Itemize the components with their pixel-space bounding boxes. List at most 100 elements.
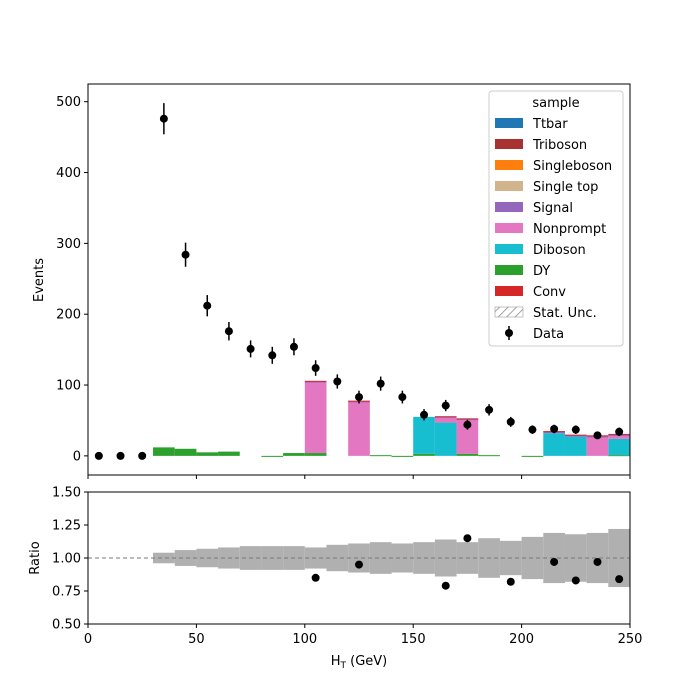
stack-bar-dy-bin-10	[304, 453, 327, 456]
ratio-uncertainty-band-bin-9	[348, 543, 370, 573]
data-point-10	[311, 364, 320, 373]
main-panel-frame	[87, 83, 631, 476]
stack-bar-diboson-bin-22	[564, 436, 587, 456]
data-point-2	[138, 451, 147, 460]
legend-label-triboson: Triboson	[532, 138, 587, 153]
ratio-y-tick-label-1: 0.75	[52, 585, 81, 600]
ratio-point-0	[311, 573, 320, 582]
stack-bar-dy-bin-14	[391, 455, 414, 457]
legend-swatch-conv	[495, 286, 523, 296]
ratio-y-tick-label-0: 0.50	[52, 618, 81, 633]
legend-title: sample	[532, 96, 579, 111]
legend-label-signal: Signal	[533, 201, 573, 216]
main-y-axis-label: Events	[32, 258, 47, 302]
stack-bar-nonprompt-bin-12	[348, 402, 370, 456]
stack-bar-dy-bin-17	[456, 453, 479, 456]
data-point-7	[246, 344, 255, 353]
data-point-19	[506, 417, 515, 426]
data-point-17	[463, 420, 472, 429]
legend-swatch-single-top	[495, 181, 523, 191]
main-panel-axes: 0 100 200 300 400 500	[56, 95, 631, 479]
main-y-tick-label-4: 400	[56, 166, 81, 181]
main-y-tick-label-5: 500	[56, 95, 81, 110]
legend-label-nonprompt: Nonprompt	[533, 222, 606, 237]
ratio-panel-plot-area	[88, 528, 630, 590]
stack-bar-nonprompt-bin-17	[456, 419, 479, 454]
legend-label-dy: DY	[533, 264, 550, 279]
ratio-point-3	[463, 534, 472, 543]
stack-bar-nonprompt-bin-16	[434, 417, 457, 423]
legend-swatch-dy	[495, 265, 523, 275]
stack-bar-conv-bin-16	[434, 416, 457, 418]
ratio-uncertainty-band-bin-8	[326, 544, 349, 572]
ratio-point-1	[355, 560, 363, 569]
ratio-point-4	[506, 577, 515, 586]
stack-bar-dy-bin-5	[196, 452, 219, 456]
ratio-uncertainty-band-bin-10	[369, 542, 392, 574]
x-tick-label-1: 50	[188, 632, 205, 647]
legend-swatch-data	[505, 329, 513, 337]
x-tick-label-3: 150	[401, 632, 426, 647]
data-point-24	[615, 427, 624, 436]
ratio-uncertainty-band-bin-0	[153, 552, 175, 564]
legend-label-stat-unc: Stat. Unc.	[533, 306, 597, 321]
data-point-5	[203, 301, 212, 310]
legend-swatch-nonprompt	[495, 223, 523, 233]
stack-bar-diboson-bin-24	[608, 438, 630, 456]
ratio-uncertainty-band-bin-19	[564, 534, 587, 582]
ratio-point-2	[441, 581, 450, 590]
stack-bar-conv-bin-17	[456, 418, 479, 420]
data-point-1	[116, 451, 125, 460]
stack-bar-conv-bin-22	[564, 434, 587, 436]
ratio-y-tick-label-3: 1.25	[52, 519, 81, 534]
main-y-tick-label-0: 0	[73, 449, 81, 464]
stack-bar-nonprompt-bin-10	[304, 382, 327, 454]
stack-bar-dy-bin-13	[369, 455, 392, 457]
stack-bar-diboson-bin-16	[434, 422, 457, 456]
ratio-y-tick-label-4: 1.50	[52, 486, 81, 501]
data-point-0	[94, 451, 103, 460]
x-tick-label-2: 100	[292, 632, 317, 647]
legend-label-diboson: Diboson	[533, 243, 586, 258]
stack-bar-dy-bin-8	[261, 455, 284, 457]
ratio-point-5	[550, 557, 559, 566]
ratio-y-tick-label-2: 1.00	[52, 552, 81, 567]
legend-swatch-triboson	[495, 139, 523, 149]
ratio-panel-axes: 0.50 0.75 1.00 1.25 1.50 0 50 100 150 200 250	[52, 486, 642, 648]
main-y-tick-label-1: 100	[56, 379, 81, 394]
main-panel-plot-area	[94, 103, 630, 460]
stack-bar-dy-bin-18	[478, 455, 500, 457]
data-point-12	[355, 393, 363, 402]
data-point-6	[224, 327, 233, 336]
legend-swatch-singleboson	[495, 160, 523, 170]
stack-bar-conv-bin-10	[304, 380, 327, 382]
data-point-14	[398, 393, 407, 402]
ratio-uncertainty-band-bin-11	[391, 543, 414, 573]
stack-bar-dy-bin-6	[218, 451, 240, 456]
data-point-15	[420, 410, 429, 419]
stack-bar-nonprompt-bin-24	[608, 436, 630, 439]
legend-label-single-top: Single top	[533, 180, 598, 195]
legend-label-singleboson: Singleboson	[533, 159, 612, 174]
legend-label-ttbar: Ttbar	[532, 117, 568, 132]
ratio-point-6	[571, 576, 580, 585]
stack-bar-dy-bin-4	[174, 448, 197, 456]
ratio-point-7	[593, 557, 602, 566]
stack-bar-dy-bin-3	[153, 447, 175, 456]
legend-swatch-signal	[495, 202, 523, 212]
legend-swatch-diboson	[495, 244, 523, 254]
data-point-20	[528, 425, 537, 434]
data-point-8	[268, 351, 277, 360]
data-point-3	[159, 114, 168, 123]
legend-label-conv: Conv	[533, 285, 566, 300]
legend: sample Ttbar Triboson Singleboson Single to…	[488, 90, 624, 347]
stack-bar-dy-bin-9	[283, 453, 305, 456]
data-point-22	[571, 425, 580, 434]
data-point-21	[550, 424, 559, 433]
main-y-tick-label-2: 200	[56, 308, 81, 323]
stack-bar-dy-bin-24	[608, 455, 630, 457]
ratio-uncertainty-band-bin-1	[174, 550, 197, 566]
stack-bar-dy-bin-20	[521, 455, 544, 457]
x-tick-label-0: 0	[84, 632, 92, 647]
